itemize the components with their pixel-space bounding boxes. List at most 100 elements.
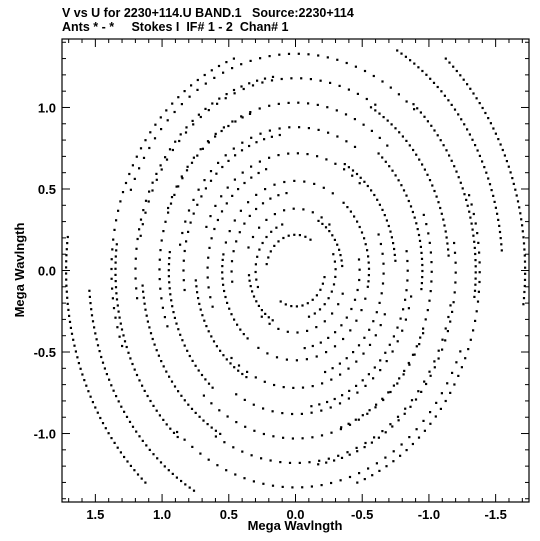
uv-point [382,262,385,265]
uv-point [474,222,477,225]
uv-point [453,108,457,111]
uv-point [185,126,188,129]
uv-point [338,84,341,87]
uv-point [428,370,431,373]
uv-point [478,261,481,264]
uv-point [292,386,295,389]
uv-point [114,267,117,270]
uv-point [142,209,145,212]
uv-point [131,425,135,428]
uv-point [330,481,333,485]
uv-point [142,290,145,293]
uv-point [232,147,235,150]
uv-point [179,133,182,136]
uv-point [219,349,222,352]
uv-point [489,122,492,125]
uv-point [90,314,94,317]
uv-point [144,308,147,311]
uv-point [523,284,526,288]
uv-point [282,436,285,439]
uv-point [423,429,426,432]
uv-point [154,123,157,126]
uv-point [426,309,429,312]
uv-point [492,127,495,130]
plot-frame [61,38,530,503]
uv-point [272,435,275,438]
uv-point [347,166,350,169]
uv-point [201,147,204,150]
uv-point [260,457,263,460]
uv-point [381,430,384,433]
uv-point [440,212,443,215]
y-tick-label: 0.0 [38,264,56,279]
uv-point [252,403,255,406]
uv-point [453,165,456,168]
uv-point [219,432,222,435]
uv-point [406,259,409,263]
uv-point [192,123,195,126]
uv-point [327,131,330,134]
uv-point [437,357,440,360]
uv-point [364,384,367,387]
uv-point [204,187,207,190]
uv-point [378,301,381,304]
uv-point [444,57,447,60]
uv-point [353,145,357,148]
uv-point [254,376,257,379]
uv-point [303,180,306,183]
uv-point [136,237,139,241]
uv-point [457,113,460,116]
uv-point [180,479,183,483]
uv-point [388,165,391,168]
uv-point [158,258,161,261]
uv-point [321,222,324,225]
uv-point [158,278,161,281]
uv-point [169,202,173,205]
uv-point [425,73,428,76]
uv-point [437,349,440,352]
uv-point [423,115,426,118]
uv-point [340,426,343,429]
uv-point [249,59,252,62]
uv-point [265,263,268,266]
uv-point [409,205,413,208]
uv-point [487,177,490,180]
uv-point [498,230,502,234]
uv-point [447,248,450,251]
uv-point [439,139,442,142]
uv-point [453,291,456,294]
uv-point [429,77,432,80]
uv-point [452,301,455,304]
uv-point [155,172,158,175]
uv-point [269,250,272,253]
uv-point [181,339,184,342]
uv-point [253,429,256,432]
uv-point [114,255,117,258]
uv-point [387,224,390,228]
uv-point [405,449,408,452]
uv-point [135,247,138,250]
uv-point [248,112,252,115]
uv-point [405,100,408,103]
uv-point [384,431,387,434]
uv-point [186,165,189,168]
uv-point [331,367,334,370]
uv-point [270,135,273,138]
uv-point [231,120,234,123]
uv-point [397,179,400,182]
uv-point [168,281,171,284]
uv-point [451,310,454,313]
uv-point [348,475,352,479]
uv-point [334,268,337,271]
uv-point [358,472,361,475]
uv-point [474,277,477,280]
uv-point [255,278,258,281]
uv-point [315,294,318,297]
uv-point [413,353,416,356]
uv-point [138,379,141,382]
uv-point [478,251,481,254]
uv-point [377,436,380,439]
uv-point [450,103,453,106]
uv-point [323,320,326,323]
uv-point [522,236,525,239]
